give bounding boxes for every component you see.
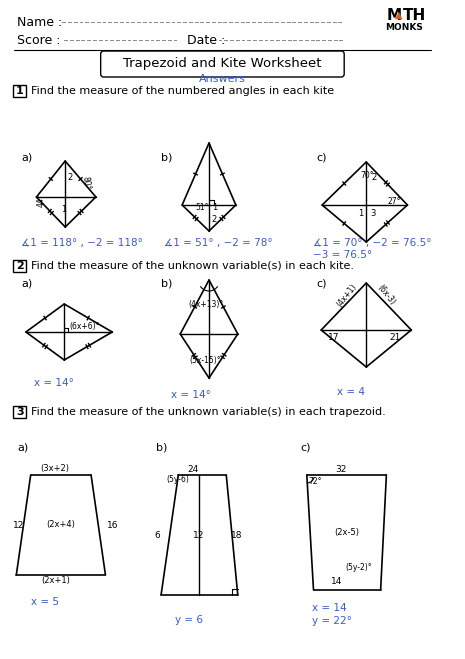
Text: M: M: [386, 7, 401, 22]
Text: x = 14: x = 14: [312, 603, 346, 613]
Text: (2x+1): (2x+1): [41, 577, 70, 585]
Text: y = 22°: y = 22°: [312, 616, 352, 626]
Text: x = 4: x = 4: [338, 387, 365, 397]
Text: Find the measure of the unknown variable(s) in each kite.: Find the measure of the unknown variable…: [31, 261, 354, 271]
Text: 2: 2: [371, 173, 376, 183]
Text: c): c): [300, 443, 311, 453]
Text: 14: 14: [331, 577, 342, 587]
Text: a): a): [17, 443, 28, 453]
Text: x = 5: x = 5: [31, 597, 59, 607]
Text: ∡1 = 51° , −2 = 78°: ∡1 = 51° , −2 = 78°: [164, 238, 272, 248]
Bar: [13, 260, 26, 272]
Text: ∡1 = 70° , −2 = 76.5°: ∡1 = 70° , −2 = 76.5°: [312, 238, 431, 248]
Text: 70°: 70°: [360, 171, 374, 181]
Text: 1: 1: [358, 208, 363, 217]
Text: Date :: Date :: [187, 34, 225, 47]
Text: TH: TH: [403, 7, 426, 22]
Text: x = 14°: x = 14°: [171, 390, 211, 400]
Text: (5y-2)°: (5y-2)°: [345, 563, 372, 571]
Text: a): a): [21, 278, 33, 288]
Text: 16: 16: [107, 521, 119, 529]
Text: 17: 17: [328, 333, 339, 341]
Text: (2x-5): (2x-5): [335, 527, 359, 536]
Text: (2x+4): (2x+4): [46, 521, 75, 529]
Bar: [13, 406, 26, 418]
Text: (4x+1): (4x+1): [336, 282, 359, 308]
Text: 80°: 80°: [80, 175, 92, 190]
Text: x = 14°: x = 14°: [33, 378, 73, 388]
Text: 72°: 72°: [309, 478, 322, 486]
Text: (6x+6)°: (6x+6)°: [69, 322, 100, 331]
Text: y = 6: y = 6: [175, 615, 204, 625]
Text: 2: 2: [67, 173, 73, 181]
Text: (5x-15)°: (5x-15)°: [190, 357, 221, 366]
Text: Name :: Name :: [17, 16, 62, 28]
Text: −3 = 76.5°: −3 = 76.5°: [312, 250, 372, 260]
Text: (5y-6): (5y-6): [167, 476, 190, 484]
FancyBboxPatch shape: [100, 51, 344, 77]
Text: b): b): [161, 278, 173, 288]
Text: 12: 12: [193, 530, 204, 540]
Text: (3x+2): (3x+2): [40, 465, 69, 474]
Text: 3: 3: [370, 208, 375, 217]
Text: Answers: Answers: [199, 74, 246, 84]
Text: (4x+13)°: (4x+13)°: [188, 299, 223, 308]
Text: 51°: 51°: [196, 204, 209, 212]
Text: Trapezoid and Kite Worksheet: Trapezoid and Kite Worksheet: [123, 57, 322, 71]
Text: Find the measure of the numbered angles in each kite: Find the measure of the numbered angles …: [31, 86, 334, 96]
Text: 32: 32: [336, 465, 347, 474]
Text: 2: 2: [16, 261, 24, 271]
Text: (6x-3): (6x-3): [376, 283, 397, 307]
Text: ∡1 = 118° , −2 = 118°: ∡1 = 118° , −2 = 118°: [21, 238, 143, 248]
Text: 6: 6: [154, 530, 160, 540]
Bar: [13, 85, 26, 97]
Text: 12: 12: [13, 521, 24, 529]
Text: MONKS: MONKS: [385, 22, 423, 32]
Text: 1: 1: [212, 204, 217, 212]
Text: Score :: Score :: [17, 34, 61, 47]
Text: c): c): [316, 153, 327, 163]
Text: 1: 1: [16, 86, 24, 96]
Text: 18: 18: [231, 530, 243, 540]
Text: 27°: 27°: [387, 198, 401, 206]
Text: 3: 3: [16, 407, 23, 417]
Text: b): b): [161, 153, 173, 163]
Text: 44°: 44°: [36, 193, 46, 207]
Text: 21: 21: [389, 333, 401, 341]
Text: a): a): [21, 153, 33, 163]
Text: ▲: ▲: [395, 10, 403, 20]
Text: Find the measure of the unknown variable(s) in each trapezoid.: Find the measure of the unknown variable…: [31, 407, 385, 417]
Text: 24: 24: [187, 465, 198, 474]
Text: 1: 1: [61, 204, 66, 214]
Text: 2: 2: [212, 215, 217, 225]
Text: b): b): [156, 443, 168, 453]
Text: c): c): [316, 278, 327, 288]
